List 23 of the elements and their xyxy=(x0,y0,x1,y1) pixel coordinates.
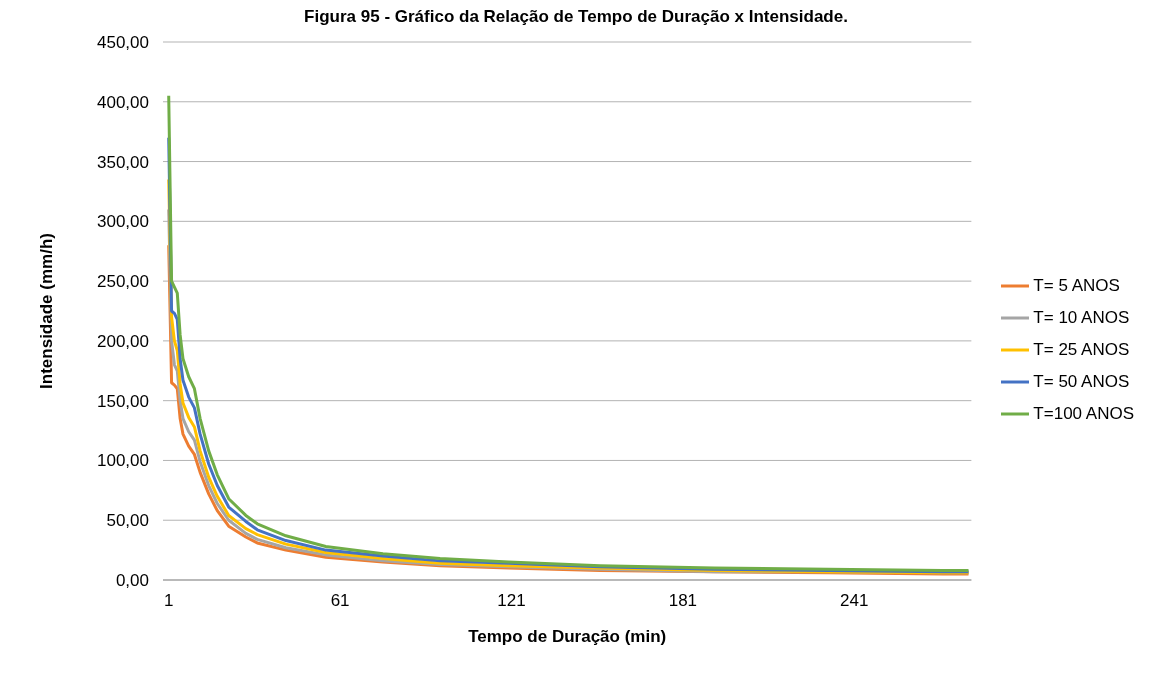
y-tick-label: 250,00 xyxy=(97,272,149,292)
x-tick-label: 181 xyxy=(668,591,698,611)
y-tick-label: 100,00 xyxy=(97,451,149,471)
legend-label: T= 25 ANOS xyxy=(1033,340,1130,360)
legend-label: T= 50 ANOS xyxy=(1033,372,1130,392)
y-tick-label: 400,00 xyxy=(97,92,149,112)
x-tick-label: 61 xyxy=(330,591,350,611)
y-tick-label: 350,00 xyxy=(97,152,149,172)
x-tick-label: 241 xyxy=(840,591,869,611)
y-tick-label: 300,00 xyxy=(97,212,149,232)
y-tick-label: 0,00 xyxy=(115,571,149,591)
chart-title: Figura 95 - Gráfico da Relação de Tempo de Duração x Intensidade. xyxy=(303,7,849,28)
y-tick-label: 150,00 xyxy=(97,391,149,411)
legend-label: T=100 ANOS xyxy=(1033,404,1134,424)
y-axis-title: Intensidade (mm/h) xyxy=(37,233,57,389)
x-tick-label: 1 xyxy=(163,591,174,611)
legend-label: T= 5 ANOS xyxy=(1033,276,1120,296)
legend-label: T= 10 ANOS xyxy=(1033,308,1130,328)
y-tick-label: 450,00 xyxy=(97,33,149,53)
x-tick-label: 121 xyxy=(497,591,526,611)
y-tick-label: 50,00 xyxy=(106,511,149,531)
y-tick-label: 200,00 xyxy=(97,331,149,351)
x-axis-title: Tempo de Duração (min) xyxy=(468,627,667,646)
